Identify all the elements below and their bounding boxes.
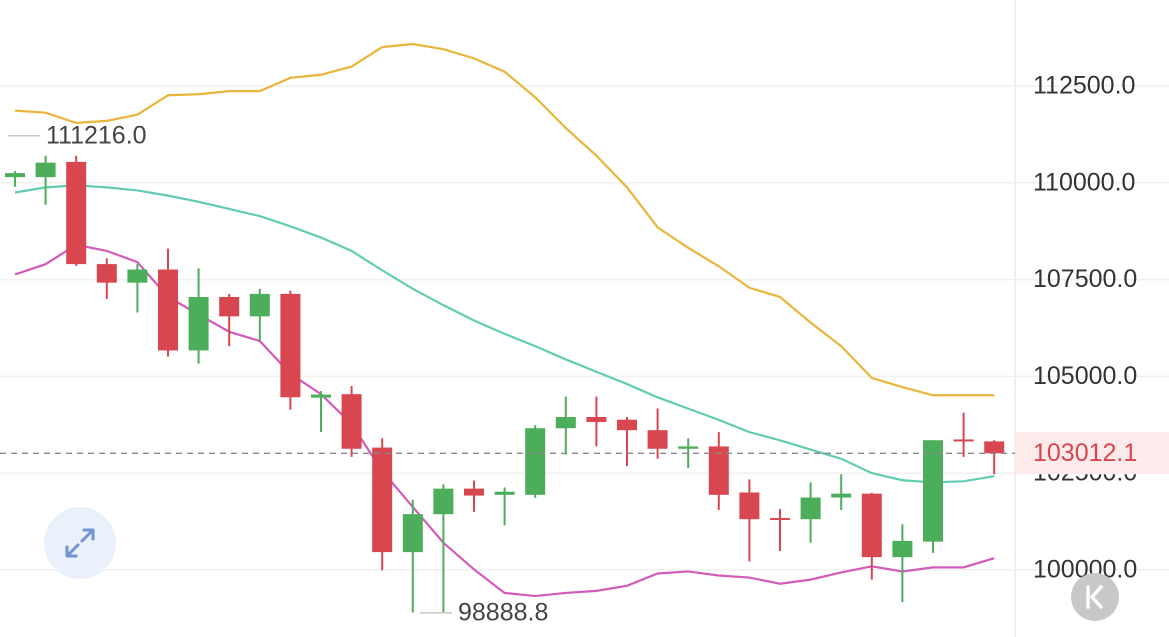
band-line (14, 243, 995, 598)
candle-body (555, 417, 576, 429)
candle-body (280, 293, 301, 398)
candle-body (402, 514, 423, 553)
y-tick-label: 105000.0 (1033, 362, 1137, 390)
candle-body (617, 419, 637, 431)
labels: 112500.0110000.0107500.0105000.0102500.0… (0, 72, 1169, 627)
candle-body (678, 446, 699, 449)
candle-body (800, 497, 821, 520)
candle-body (96, 264, 117, 283)
candle-body (66, 161, 87, 265)
candle-body (831, 493, 852, 498)
y-tick-label: 107500.0 (1033, 265, 1137, 293)
logo-button[interactable] (1071, 573, 1119, 621)
candle-body (494, 491, 515, 495)
y-tick-label: 112500.0 (1033, 72, 1135, 100)
candle-body (892, 540, 913, 558)
last-price-label: 103012.1 (1033, 439, 1137, 467)
candle-body (219, 296, 240, 317)
candle-body (249, 293, 270, 317)
candle-body (861, 493, 882, 558)
candle-body (525, 428, 546, 495)
candle-body (739, 492, 760, 520)
candle-body (127, 269, 148, 283)
band-line (14, 184, 995, 484)
candle-body (372, 447, 393, 553)
candle-body (158, 269, 178, 351)
candle-body (341, 394, 362, 449)
last-price-box (1015, 432, 1169, 475)
candle-body (35, 162, 56, 178)
candle-body (311, 394, 331, 398)
bands (14, 42, 995, 598)
candle-body (5, 173, 25, 178)
candle-body (923, 440, 943, 542)
candles (5, 155, 1005, 613)
extreme-label: 98888.8 (458, 599, 548, 627)
band-line (14, 42, 995, 397)
candle-body (464, 488, 484, 496)
candle-body (953, 439, 974, 442)
y-tick-label: 110000.0 (1033, 168, 1135, 196)
candle-body (188, 296, 209, 351)
candle-body (984, 441, 1005, 454)
expand-button[interactable] (44, 507, 116, 579)
candle-body (770, 518, 790, 521)
candle-body (708, 446, 729, 495)
candle-body (586, 417, 607, 423)
extreme-label: 111216.0 (46, 121, 147, 149)
candle-body (433, 488, 454, 515)
candle-body (647, 430, 668, 449)
grid (0, 85, 1169, 571)
